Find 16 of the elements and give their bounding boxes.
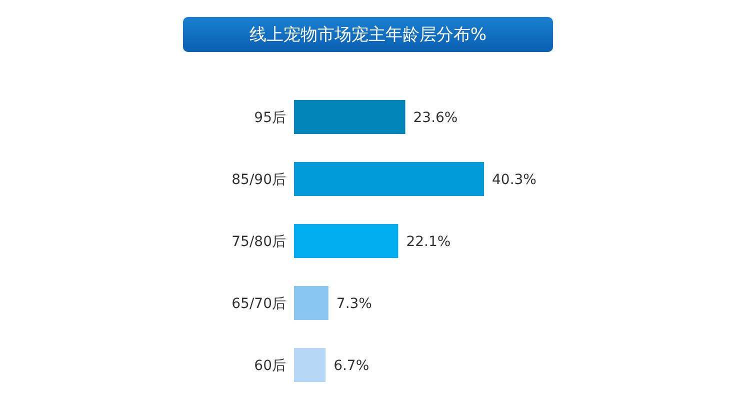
y-tick-label: 65/70后 — [232, 296, 286, 312]
data-label: 7.3% — [336, 296, 372, 312]
data-label: 22.1% — [406, 234, 451, 250]
y-tick-label: 60后 — [254, 358, 286, 374]
y-tick-label: 95后 — [254, 110, 286, 126]
y-tick-label: 75/80后 — [232, 234, 286, 250]
bar — [294, 286, 328, 320]
data-label: 23.6% — [413, 110, 458, 126]
y-tick-label: 85/90后 — [232, 172, 286, 188]
bar — [294, 100, 406, 134]
chart-title: 线上宠物市场宠主年龄层分布% — [183, 17, 553, 52]
data-label: 40.3% — [492, 172, 536, 188]
bar — [294, 162, 484, 196]
data-label: 6.7% — [334, 358, 370, 374]
bar — [294, 224, 398, 258]
bar — [294, 348, 326, 382]
